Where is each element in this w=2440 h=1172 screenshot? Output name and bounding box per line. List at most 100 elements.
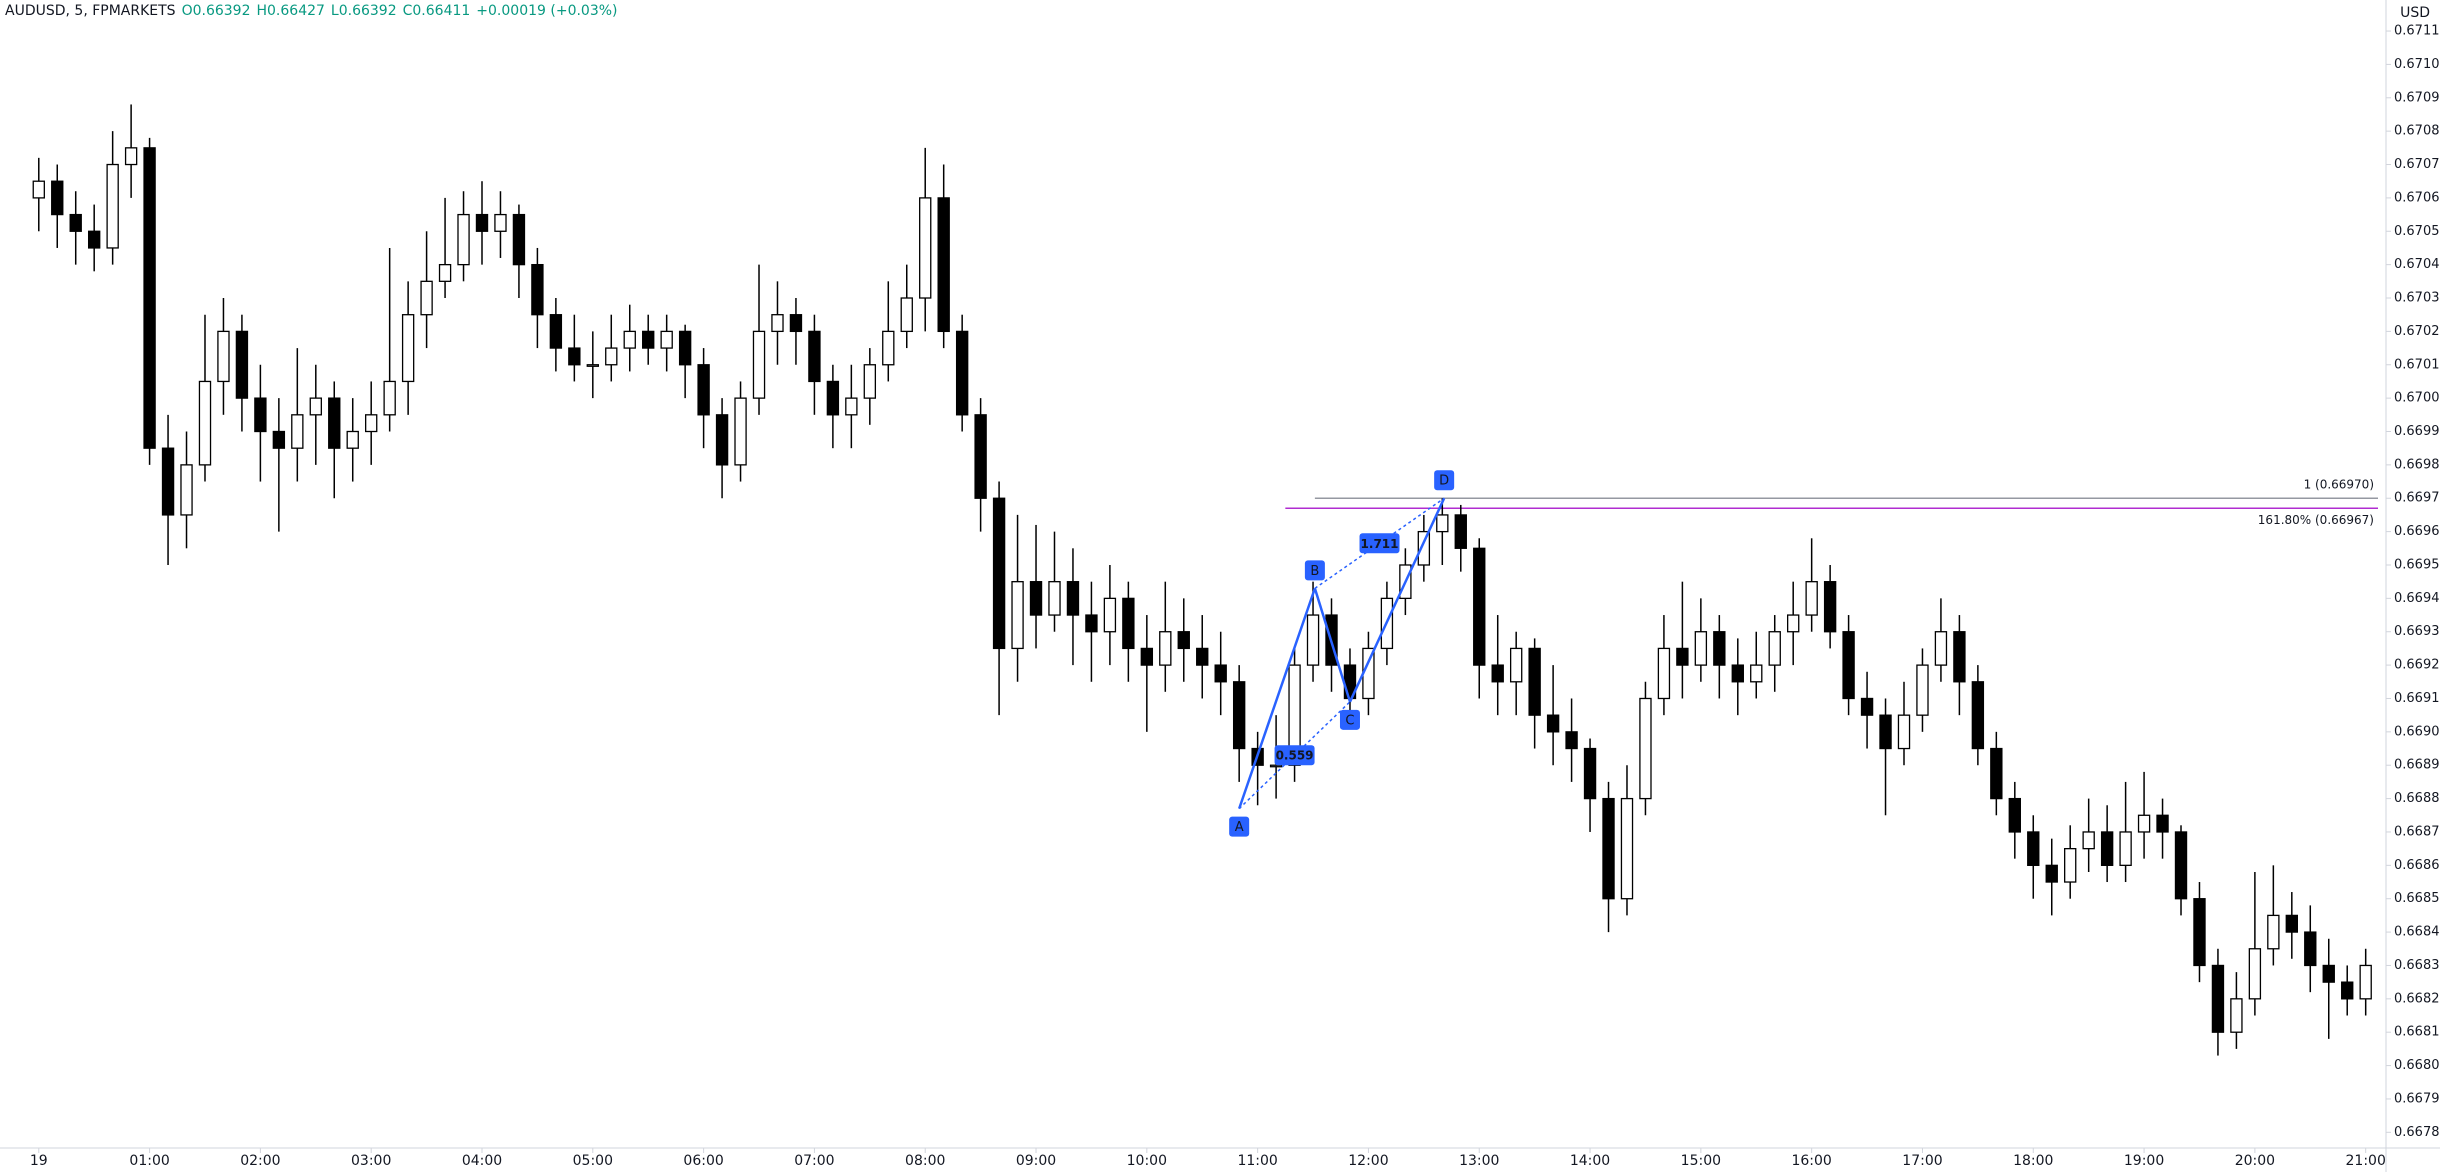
candle-body <box>845 397 858 416</box>
candle-body <box>457 213 470 266</box>
candle-body <box>1085 614 1098 633</box>
x-tick-label: 09:00 <box>1016 1153 1056 1169</box>
candle-body <box>1602 797 1615 900</box>
candle-body <box>1473 547 1486 666</box>
ratio-box <box>1274 745 1315 766</box>
header-item: L0.66392 <box>331 3 397 19</box>
candle-body <box>1011 581 1024 650</box>
candle-body <box>2100 831 2114 866</box>
candle-body <box>2341 981 2354 1000</box>
x-tick-label: 11:00 <box>1237 1153 1277 1169</box>
header-item: H0.66427 <box>257 3 325 19</box>
x-tick-label: 13:00 <box>1459 1153 1499 1169</box>
candle-body <box>1657 647 1671 700</box>
pattern-leg <box>1237 587 1317 810</box>
candle-body <box>291 414 304 449</box>
pattern-leg <box>1313 587 1352 703</box>
x-tick-label: 16:00 <box>1791 1153 1831 1169</box>
candle-body <box>2045 864 2058 883</box>
candle-body <box>272 430 286 449</box>
candle-body <box>1990 747 2003 800</box>
candle-body <box>1694 631 1708 666</box>
candle-body <box>1768 631 1781 666</box>
candle-body <box>254 397 267 433</box>
candle-body <box>623 330 636 349</box>
pattern-point <box>1434 470 1455 491</box>
candle-body <box>919 197 932 299</box>
candle-body <box>143 147 156 449</box>
candle-body <box>1232 681 1246 750</box>
candle-body <box>1934 631 1948 666</box>
x-tick-label: 12:00 <box>1348 1153 1388 1169</box>
x-tick-label: 21:00 <box>2346 1153 2386 1169</box>
candle-body <box>217 330 230 383</box>
header-item: +0.00019 (+0.03%) <box>476 3 617 19</box>
candle-body <box>863 364 877 399</box>
candle-body <box>697 364 710 416</box>
candle-body <box>1676 647 1689 666</box>
candle-body <box>2008 797 2021 833</box>
candle-body <box>1436 514 1449 533</box>
candle-body <box>1196 647 1209 666</box>
y-tick-label: 0.66970 <box>2394 491 2440 506</box>
candle-body <box>678 330 692 366</box>
candle-body <box>2359 964 2372 1000</box>
candle-body <box>2267 914 2280 950</box>
candle-body <box>605 347 618 366</box>
candle-body <box>1546 714 1560 733</box>
pattern-point <box>1304 560 1325 581</box>
candle-body <box>2211 964 2225 1033</box>
candle-body <box>1879 714 1892 750</box>
candle-body <box>1805 581 1818 616</box>
pattern-point <box>1339 709 1360 730</box>
candle-body <box>974 414 987 499</box>
candle-body <box>51 180 64 216</box>
candle-body <box>2027 831 2040 866</box>
x-tick-label: 04:00 <box>462 1153 502 1169</box>
candle-body <box>715 414 729 466</box>
x-tick-label: 19 <box>30 1153 48 1169</box>
candle-body <box>1417 530 1431 566</box>
candle-body <box>1860 697 1874 716</box>
candle-body <box>180 464 193 516</box>
x-tick-label: 01:00 <box>129 1153 169 1169</box>
pattern-leg <box>1348 497 1446 703</box>
candle-body <box>1842 631 1855 700</box>
pattern-point-label: A <box>1235 820 1244 835</box>
candle-body <box>1953 631 1966 683</box>
candle-body <box>642 330 655 349</box>
x-tick-label: 03:00 <box>351 1153 391 1169</box>
header-item: AUDUSD, 5, FPMARKETS <box>5 3 176 19</box>
candle-body <box>1269 764 1283 768</box>
candle-body <box>2082 831 2095 850</box>
candle-body <box>1048 581 1061 616</box>
candle-body <box>549 314 563 349</box>
symbol-header: AUDUSD, 5, FPMARKETS O0.66392 H0.66427 L0.6… <box>5 3 618 19</box>
candle-body <box>2248 948 2262 1000</box>
candle-body <box>2322 964 2335 983</box>
candle-body <box>531 263 544 316</box>
candle-body <box>2119 831 2132 866</box>
candle-body <box>309 397 322 416</box>
candle-body <box>1916 664 1929 716</box>
currency-label: USD <box>2400 5 2430 21</box>
candle-body <box>992 497 1006 650</box>
